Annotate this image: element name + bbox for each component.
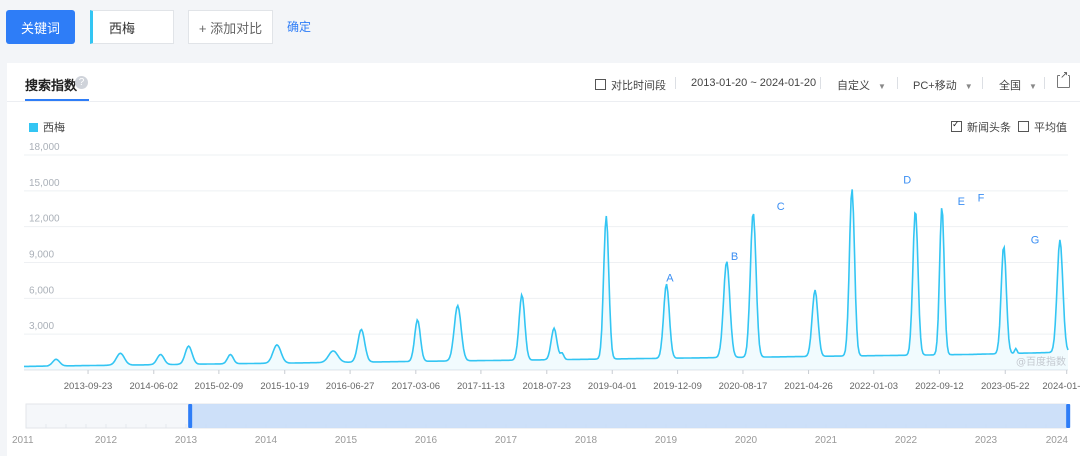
navigator-year-label: 2024 — [1046, 435, 1069, 446]
legend-swatch — [29, 122, 38, 132]
help-icon[interactable]: ? — [75, 76, 88, 89]
x-tick-label: 2017-11-13 — [457, 381, 505, 392]
x-tick-label: 2022-01-03 — [849, 381, 898, 392]
title-underline — [25, 99, 89, 101]
series-line-xi-mei — [24, 189, 1069, 368]
navigator-year-label: 2011 — [12, 435, 34, 446]
annotation-marker-f: F — [978, 193, 985, 205]
navigator-year-label: 2022 — [895, 435, 918, 446]
divider — [897, 77, 898, 89]
divider — [675, 77, 676, 89]
checkbox-icon — [595, 79, 606, 90]
keyword-button[interactable]: 关键词 — [6, 10, 75, 44]
watermark: @百度指数 — [1016, 355, 1066, 368]
chevron-down-icon: ▼ — [964, 82, 973, 91]
navigator-year-label: 2013 — [175, 435, 198, 446]
y-tick-label: 3,000 — [29, 321, 54, 332]
navigator-selection — [190, 404, 1071, 428]
navigator-year-label: 2023 — [975, 435, 998, 446]
x-tick-label: 2022-09-12 — [915, 381, 964, 392]
x-tick-label: 2018-07-23 — [522, 381, 571, 392]
panel-header: 搜索指数 ? 对比时间段 2013-01-20 ~ 2024-01-20 自定义… — [7, 63, 1080, 102]
x-tick-label: 2015-10-19 — [260, 381, 309, 392]
x-tick-label: 2019-12-09 — [653, 381, 702, 392]
legend-label: 西梅 — [43, 122, 65, 134]
x-tick-label: 2020-08-17 — [719, 381, 768, 392]
external-link-icon[interactable] — [1057, 71, 1070, 88]
region-dropdown[interactable]: 全国 ▼ — [999, 77, 1037, 93]
y-tick-label: 18,000 — [29, 142, 60, 153]
x-tick-label: 2014-06-02 — [129, 381, 178, 392]
annotation-marker-e: E — [958, 196, 965, 208]
x-tick-label: 2016-06-27 — [326, 381, 375, 392]
navigator-handle-right[interactable] — [1066, 404, 1071, 428]
x-tick-label: 2019-04-01 — [588, 381, 637, 392]
x-tick-label: 2015-02-09 — [195, 381, 244, 392]
search-index-panel: 搜索指数 ? 对比时间段 2013-01-20 ~ 2024-01-20 自定义… — [7, 63, 1080, 456]
keyword-input[interactable]: 西梅 — [90, 10, 174, 44]
chart-legend[interactable]: 西梅 — [29, 119, 65, 135]
average-label: 平均值 — [1034, 122, 1067, 134]
x-tick-label: 2013-09-23 — [64, 381, 113, 392]
y-tick-label: 15,000 — [29, 178, 60, 189]
add-compare-button[interactable]: + 添加对比 — [188, 10, 273, 44]
chevron-down-icon: ▼ — [1029, 82, 1037, 91]
navigator-year-label: 2019 — [655, 435, 678, 446]
divider — [982, 77, 983, 89]
compare-period-toggle[interactable]: 对比时间段 — [595, 77, 666, 93]
navigator-handle-left[interactable] — [188, 404, 193, 428]
navigator-year-label: 2020 — [735, 435, 758, 446]
navigator-year-label: 2018 — [575, 435, 598, 446]
x-tick-label: 2024-01-15 — [1042, 381, 1080, 392]
annotation-marker-b: B — [731, 251, 738, 263]
annotation-marker-a: A — [666, 273, 674, 285]
average-toggle[interactable]: 平均值 — [1018, 119, 1067, 135]
y-tick-label: 9,000 — [29, 250, 54, 261]
navigator-year-label: 2017 — [495, 435, 518, 446]
panel-title: 搜索指数 — [25, 78, 78, 93]
confirm-link[interactable]: 确定 — [287, 20, 312, 34]
chevron-down-icon: ▼ — [878, 82, 886, 91]
checkbox-icon — [1018, 121, 1029, 132]
device-dropdown[interactable]: PC+移动 ▼ — [913, 77, 973, 93]
custom-label: 自定义 — [837, 80, 870, 92]
annotation-marker-c: C — [777, 201, 785, 213]
region-label: 全国 — [999, 80, 1021, 92]
navigator-year-label: 2016 — [415, 435, 438, 446]
date-range[interactable]: 2013-01-20 ~ 2024-01-20 — [691, 77, 817, 89]
x-tick-label: 2023-05-22 — [981, 381, 1030, 392]
device-label: PC+移动 — [913, 80, 957, 92]
divider — [820, 77, 821, 89]
news-headlines-toggle[interactable]: 新闻头条 — [951, 119, 1011, 135]
news-headlines-label: 新闻头条 — [967, 122, 1011, 134]
navigator-year-label: 2014 — [255, 435, 278, 446]
compare-period-label: 对比时间段 — [611, 80, 666, 92]
x-tick-label: 2017-03-06 — [392, 381, 441, 392]
x-tick-label: 2021-04-26 — [784, 381, 833, 392]
navigator-year-label: 2015 — [335, 435, 358, 446]
series-area — [24, 189, 1068, 370]
y-tick-label: 6,000 — [29, 285, 54, 296]
annotation-marker-g: G — [1031, 234, 1040, 246]
navigator-year-label: 2012 — [95, 435, 118, 446]
navigator-year-label: 2021 — [815, 435, 838, 446]
annotation-marker-d: D — [903, 175, 911, 187]
y-tick-label: 12,000 — [29, 214, 60, 225]
custom-dropdown[interactable]: 自定义 ▼ — [837, 77, 886, 93]
checkbox-checked-icon — [951, 119, 962, 132]
toolbar: 关键词 西梅 + 添加对比 确定 — [0, 0, 1080, 60]
divider — [1044, 77, 1045, 89]
